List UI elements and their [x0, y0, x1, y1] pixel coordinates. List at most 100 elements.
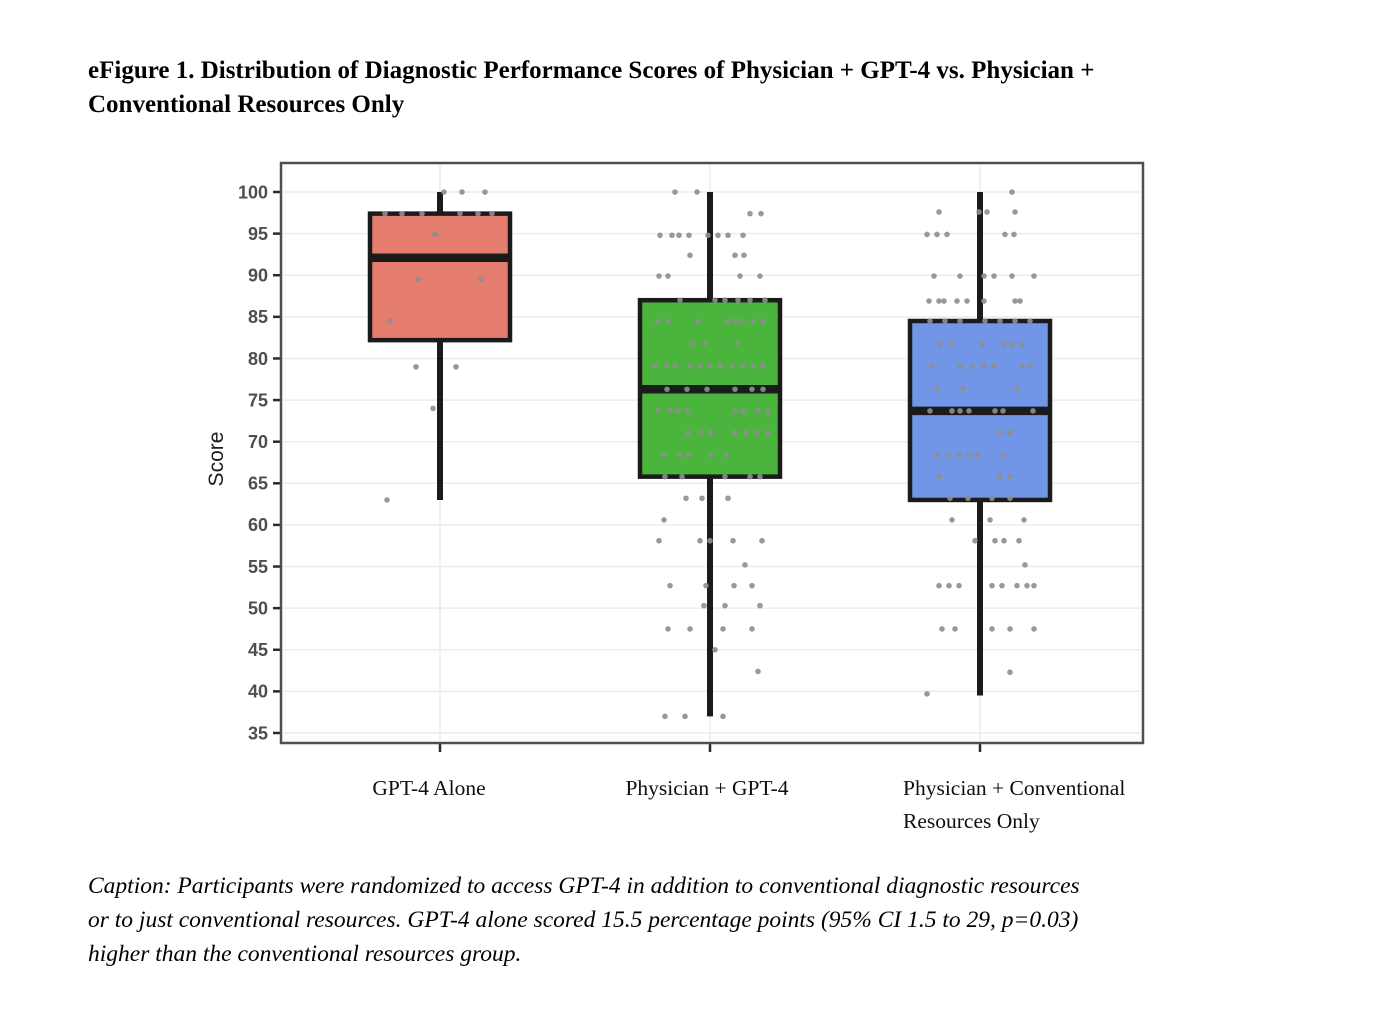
y-tick-label: 50 — [248, 598, 268, 618]
data-point — [695, 318, 701, 324]
data-point — [949, 408, 955, 414]
data-point — [732, 429, 738, 436]
data-point — [760, 363, 766, 369]
data-point — [707, 363, 713, 369]
data-point — [957, 273, 963, 279]
data-point — [722, 602, 728, 609]
data-point — [662, 473, 668, 480]
data-point — [758, 210, 764, 217]
data-point — [1001, 537, 1007, 544]
data-point — [941, 298, 947, 304]
data-point — [929, 363, 935, 369]
data-point — [1019, 341, 1025, 348]
data-point — [704, 386, 710, 393]
data-point — [740, 232, 746, 239]
data-point — [734, 340, 740, 347]
x-label-physician-conventional: Physician + Conventional Resources Only — [903, 772, 1193, 838]
data-point — [712, 297, 718, 303]
data-point — [665, 626, 671, 632]
figure-title-line-1: eFigure 1. Distribution of Diagnostic Pe… — [88, 57, 1095, 84]
box — [367, 211, 513, 343]
data-point — [750, 363, 756, 369]
data-point — [685, 452, 691, 458]
data-point — [478, 276, 484, 283]
data-point — [732, 386, 738, 393]
data-point — [707, 537, 713, 544]
data-point — [1007, 495, 1013, 502]
figure-title-line-2: Conventional Resources Only — [88, 91, 405, 118]
data-point — [399, 210, 405, 217]
data-point — [489, 210, 495, 217]
data-point — [722, 297, 728, 303]
data-point — [949, 341, 955, 348]
data-point — [656, 273, 662, 279]
data-point — [672, 189, 678, 195]
data-point — [987, 517, 993, 523]
data-point — [731, 582, 737, 589]
data-point — [760, 318, 766, 324]
data-point — [759, 537, 765, 544]
data-point — [667, 582, 673, 589]
data-point — [679, 473, 685, 480]
data-point — [942, 318, 948, 324]
data-point — [690, 340, 696, 347]
data-point — [1012, 318, 1018, 324]
data-point — [765, 429, 771, 436]
y-tick-label: 60 — [248, 515, 268, 535]
data-point — [702, 340, 708, 347]
data-point — [655, 408, 661, 414]
x-label-text: Physician + GPT-4 — [625, 776, 789, 800]
data-point — [662, 713, 668, 720]
data-point — [676, 232, 682, 239]
data-point — [997, 429, 1003, 436]
x-label-gpt4-alone: GPT-4 Alone — [279, 776, 579, 801]
data-point — [737, 273, 743, 279]
figure-caption-line-2: or to just conventional resources. GPT-4… — [88, 907, 1079, 933]
data-point — [934, 385, 940, 392]
data-point — [757, 602, 763, 609]
data-point — [1002, 231, 1008, 238]
data-point — [1017, 298, 1023, 304]
data-point — [715, 232, 721, 239]
data-point — [661, 517, 667, 523]
data-point — [703, 582, 709, 589]
data-point — [757, 273, 763, 279]
data-point — [1014, 385, 1020, 392]
data-point — [954, 298, 960, 304]
figure-caption-line-1: Caption: Participants were randomized to… — [88, 873, 1080, 899]
data-point — [686, 232, 692, 239]
data-point — [966, 408, 972, 414]
data-point — [1030, 408, 1036, 414]
y-axis-title: Score — [205, 431, 228, 487]
data-point — [1022, 562, 1028, 568]
data-point — [969, 363, 975, 369]
data-point — [982, 318, 988, 324]
data-point — [1000, 408, 1006, 414]
data-point — [732, 408, 738, 414]
data-point — [387, 318, 393, 324]
data-point — [725, 495, 731, 502]
data-point — [749, 626, 755, 632]
data-point — [687, 252, 693, 259]
data-point — [725, 318, 731, 324]
data-point — [740, 408, 746, 414]
data-point — [976, 209, 982, 215]
data-point — [947, 495, 953, 502]
plot-frame — [279, 161, 1145, 745]
y-tick-label: 90 — [248, 266, 268, 286]
data-point — [708, 452, 714, 458]
data-point — [1012, 209, 1018, 215]
data-point — [652, 363, 658, 369]
data-point — [1001, 341, 1007, 348]
data-point — [453, 363, 459, 370]
data-point — [1007, 473, 1013, 480]
data-point — [1007, 669, 1013, 676]
data-point — [735, 297, 741, 303]
data-point — [749, 386, 755, 393]
data-point — [991, 363, 997, 369]
data-point — [1016, 537, 1022, 544]
data-point — [705, 232, 711, 239]
data-point — [934, 231, 940, 238]
data-point — [1024, 582, 1030, 589]
